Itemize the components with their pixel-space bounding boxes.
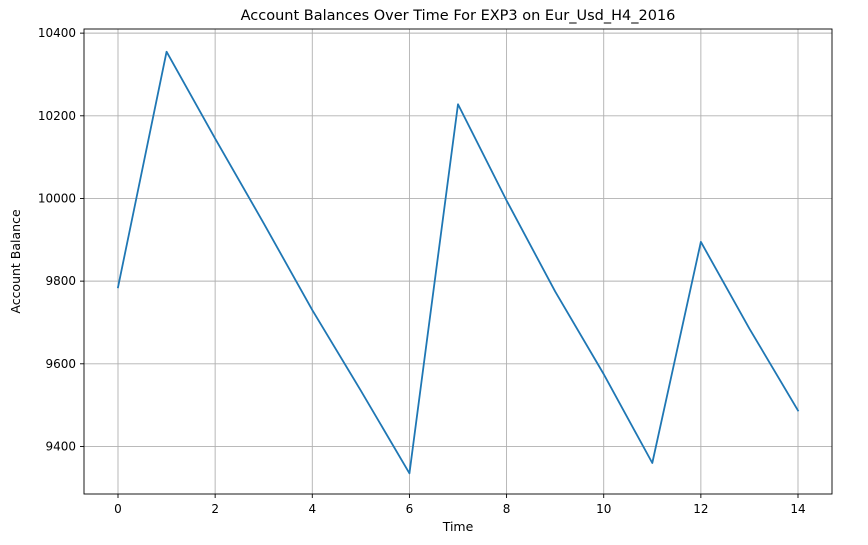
x-tick-label: 8 — [503, 502, 511, 516]
ticks-layer: 0 2 4 6 8 10 12 14 9400 9600 9800 10000 10200 10400 — [38, 26, 806, 516]
x-tick-label: 0 — [114, 502, 122, 516]
y-tick-label: 10000 — [38, 191, 76, 205]
x-tick-label: 12 — [693, 502, 708, 516]
y-tick-label: 9600 — [45, 357, 76, 371]
x-tick-label: 6 — [406, 502, 414, 516]
y-tick-label: 10400 — [38, 26, 76, 40]
x-tick-label: 2 — [211, 502, 219, 516]
y-tick-label: 9400 — [45, 439, 76, 453]
series-layer — [116, 50, 800, 475]
y-tick-label: 10200 — [38, 109, 76, 123]
grid-layer — [84, 29, 832, 494]
x-axis-label: Time — [442, 519, 474, 534]
y-axis-label: Account Balance — [8, 209, 23, 314]
chart-title: Account Balances Over Time For EXP3 on E… — [241, 8, 676, 24]
y-tick-label: 9800 — [45, 274, 76, 288]
plot-frame — [83, 28, 833, 495]
x-tick-label: 4 — [308, 502, 316, 516]
x-tick-label: 10 — [596, 502, 611, 516]
series-line — [116, 50, 800, 475]
x-tick-label: 14 — [790, 502, 805, 516]
